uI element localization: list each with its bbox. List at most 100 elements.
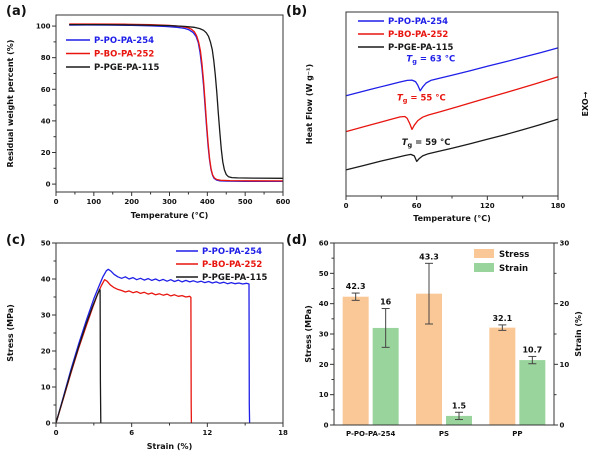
left-axis-title: Stress (MPa) bbox=[304, 305, 313, 363]
tg-annotation: Tg = 55 °C bbox=[397, 93, 446, 104]
tg-rest: = 59 °C bbox=[412, 138, 450, 148]
legend-label-P-PGE-PA-115: P-PGE-PA-115 bbox=[94, 63, 160, 73]
plot-frame bbox=[55, 14, 284, 193]
P-BO-PA-252-curve bbox=[69, 23, 284, 182]
plot-frame bbox=[345, 11, 559, 197]
y-axis-title: Residual weight percent (%) bbox=[6, 40, 15, 168]
tg-sub: g bbox=[403, 96, 408, 104]
tg-sub: g bbox=[408, 141, 413, 149]
tg-annotation: Tg = 59 °C bbox=[402, 138, 451, 149]
P-PGE-PA-115-curve bbox=[55, 288, 102, 424]
y-tick-label: 40 bbox=[41, 276, 51, 284]
y-tick-label: 40 bbox=[41, 117, 51, 125]
y-tick-label: 0 bbox=[46, 181, 51, 189]
tg-var: T bbox=[402, 138, 409, 148]
x-tick-label: 6 bbox=[129, 429, 134, 437]
y-tick-label: 100 bbox=[36, 23, 51, 31]
strain-bar-PP bbox=[519, 360, 546, 425]
P-PO-PA-254-curve bbox=[69, 24, 284, 183]
left-tick-label: 40 bbox=[319, 300, 329, 308]
y-axis-title: Heat Flow (W g⁻¹) bbox=[305, 64, 314, 144]
P-PO-PA-254-curve bbox=[345, 47, 559, 97]
legend-label-P-PGE-PA-115: P-PGE-PA-115 bbox=[388, 43, 454, 53]
y-tick-label: 20 bbox=[41, 149, 51, 157]
legend-swatch-Strain bbox=[474, 263, 494, 272]
panel-label-d: (d) bbox=[286, 233, 308, 248]
panel-label-b: (b) bbox=[286, 4, 308, 19]
category-label: PS bbox=[439, 430, 449, 438]
panel-c-stress-strain-chart: 0 6 12 18 0 10 20 30 40 50 Strain (%) Stress (MPa) P… bbox=[0, 229, 300, 458]
x-tick-label: 120 bbox=[480, 202, 495, 210]
y-tick-label: 80 bbox=[41, 54, 51, 62]
stress-bar-PP bbox=[489, 327, 516, 425]
bar-value-label: 10.7 bbox=[522, 345, 542, 354]
x-tick-label: 600 bbox=[276, 198, 291, 206]
left-tick-label: 20 bbox=[319, 361, 329, 369]
legend-label-P-BO-PA-252: P-BO-PA-252 bbox=[202, 260, 262, 270]
category-label: PP bbox=[512, 430, 522, 438]
bar-value-label: 42.3 bbox=[346, 282, 366, 291]
x-tick-label: 300 bbox=[162, 198, 177, 206]
right-tick-label: 0 bbox=[560, 422, 565, 430]
panel-label-c: (c) bbox=[6, 233, 26, 248]
P-PGE-PA-115-curve bbox=[69, 23, 284, 179]
y-tick-label: 50 bbox=[41, 240, 51, 248]
y-tick-label: 10 bbox=[41, 384, 51, 392]
left-tick-label: 0 bbox=[324, 422, 329, 430]
plot-frame bbox=[55, 242, 284, 424]
right-tick-label: 30 bbox=[560, 240, 570, 248]
panel-a-tga-chart: 0 100 200 300 400 500 600 0 20 40 60 80 100 Temperatu… bbox=[0, 0, 300, 229]
y-tick-label: 30 bbox=[41, 312, 51, 320]
left-tick-label: 60 bbox=[319, 240, 329, 248]
right-tick-label: 10 bbox=[560, 361, 570, 369]
x-tick-label: 400 bbox=[200, 198, 215, 206]
legend-label-P-BO-PA-252: P-BO-PA-252 bbox=[94, 50, 154, 60]
bar-value-label: 1.5 bbox=[452, 401, 467, 410]
P-PGE-PA-115-curve bbox=[345, 118, 559, 171]
legend-label-P-PGE-PA-115: P-PGE-PA-115 bbox=[202, 273, 268, 283]
panel-label-a: (a) bbox=[6, 4, 27, 19]
legend-label-P-PO-PA-254: P-PO-PA-254 bbox=[388, 17, 448, 27]
right-tick-label: 20 bbox=[560, 300, 570, 308]
bar-value-label: 16 bbox=[380, 298, 392, 307]
strain-bar-PS bbox=[446, 415, 472, 425]
y-axis-title: Stress (MPa) bbox=[6, 304, 15, 362]
bar-value-label: 43.3 bbox=[419, 252, 439, 261]
y-tick-label: 20 bbox=[41, 348, 51, 356]
y-tick-label: 60 bbox=[41, 86, 51, 94]
tg-var: T bbox=[406, 55, 413, 65]
x-tick-label: 0 bbox=[54, 429, 59, 437]
panel-d-bar-chart: 0 10 20 30 40 50 60 0 10 20 30 P-PO-PA-254 42.3 16 PS 4… bbox=[300, 229, 600, 458]
legend-label-Strain: Strain bbox=[499, 264, 528, 274]
P-BO-PA-252-curve bbox=[345, 76, 559, 133]
exo-direction-label: EXO→ bbox=[581, 91, 590, 116]
left-tick-label: 10 bbox=[319, 391, 329, 399]
legend-label-P-PO-PA-254: P-PO-PA-254 bbox=[202, 247, 262, 257]
x-tick-label: 60 bbox=[412, 202, 422, 210]
x-tick-label: 0 bbox=[54, 198, 59, 206]
legend-swatch-Stress bbox=[474, 249, 494, 258]
x-axis-title: Temperature (°C) bbox=[131, 211, 209, 220]
tg-rest: = 55 °C bbox=[407, 93, 445, 103]
x-tick-label: 100 bbox=[87, 198, 102, 206]
P-PO-PA-254-curve bbox=[55, 268, 251, 424]
x-axis-title: Temperature (°C) bbox=[413, 214, 491, 223]
x-tick-label: 0 bbox=[344, 202, 349, 210]
tg-sub: g bbox=[412, 58, 417, 66]
y-tick-label: 0 bbox=[46, 420, 51, 428]
legend-label-P-BO-PA-252: P-BO-PA-252 bbox=[388, 30, 448, 40]
category-label: P-PO-PA-254 bbox=[346, 430, 396, 438]
legend-label-P-PO-PA-254: P-PO-PA-254 bbox=[94, 36, 154, 46]
legend-label-Stress: Stress bbox=[499, 250, 529, 260]
stress-strain-chart-svg: 0 6 12 18 0 10 20 30 40 50 Strain (%) Stress (MPa) P… bbox=[6, 240, 288, 452]
right-axis-title: Strain (%) bbox=[574, 311, 583, 356]
x-tick-label: 200 bbox=[124, 198, 139, 206]
bar-value-label: 32.1 bbox=[492, 314, 512, 323]
tg-var: T bbox=[397, 93, 404, 103]
tga-chart-svg: 0 100 200 300 400 500 600 0 20 40 60 80 100 Temperatu… bbox=[6, 14, 291, 220]
panel-b-dsc-chart: 0 60 120 180 Temperature (°C) Heat Flow (W g⁻… bbox=[300, 0, 600, 229]
left-tick-label: 30 bbox=[319, 331, 329, 339]
tg-rest: = 63 °C bbox=[417, 55, 455, 65]
x-tick-label: 18 bbox=[278, 429, 288, 437]
